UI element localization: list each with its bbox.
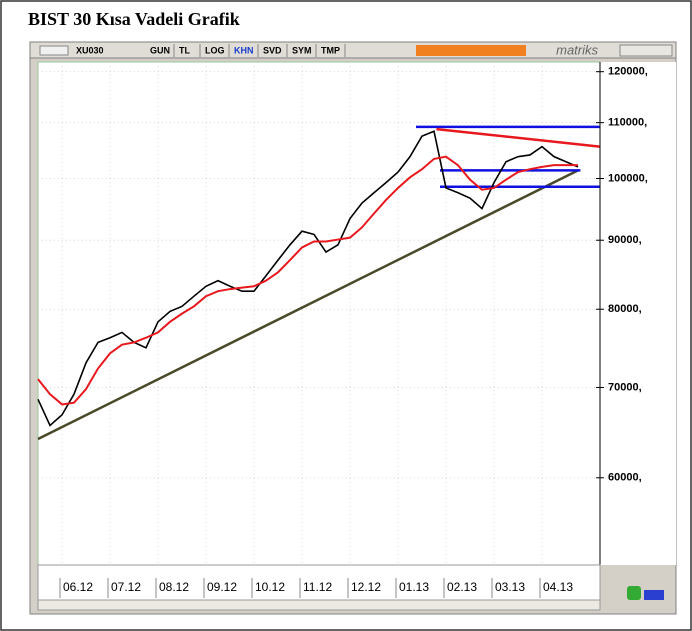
toolbar-button[interactable]: GUN [150,45,170,55]
toolbar-button[interactable]: SVD [263,45,282,55]
x-tick-label: 01.13 [399,580,429,594]
symbol[interactable]: XU030 [76,45,104,55]
toolbar-button[interactable]: TMP [321,45,340,55]
window-controls[interactable] [619,44,673,57]
x-axis-area [37,564,601,602]
series-line [37,155,578,406]
nav-buttons[interactable] [644,590,664,600]
scrollbar[interactable] [37,599,601,611]
refresh-button[interactable] [627,586,641,600]
x-tick-label: 06.12 [63,580,93,594]
brand: matriks [556,42,598,57]
y-tick-label: 80000, [608,303,642,315]
x-tick-label: 07.12 [111,580,141,594]
x-tick-label: 02.13 [447,580,477,594]
plot-area [37,61,601,566]
y-axis-area [600,62,676,565]
x-tick-label: 09.12 [207,580,237,594]
y-tick-label: 70000, [608,381,642,393]
toolbar-icon[interactable] [39,45,69,56]
x-tick-label: 04.13 [543,580,573,594]
x-tick-label: 08.12 [159,580,189,594]
y-tick-label: 100000, [608,172,648,184]
x-tick-label: 03.13 [495,580,525,594]
y-tick-label: 60000, [608,472,642,484]
trend-line [436,127,600,148]
y-tick-label: 120000, [608,66,648,78]
y-tick-label: 90000, [608,234,642,246]
trend-line [37,169,579,441]
toolbar-button[interactable]: TL [179,45,190,55]
x-tick-label: 11.12 [303,580,332,594]
toolbar-button[interactable]: LOG [205,45,225,55]
toolbar-bar [416,45,526,56]
x-tick-label: 10.12 [255,580,285,594]
chart-title: BIST 30 Kısa Vadeli Grafik [28,9,240,29]
x-tick-label: 12.12 [351,580,381,594]
series-line [37,130,579,427]
y-tick-label: 110000, [608,117,647,129]
toolbar-button[interactable]: KHN [234,45,254,55]
toolbar-button[interactable]: SYM [292,45,312,55]
